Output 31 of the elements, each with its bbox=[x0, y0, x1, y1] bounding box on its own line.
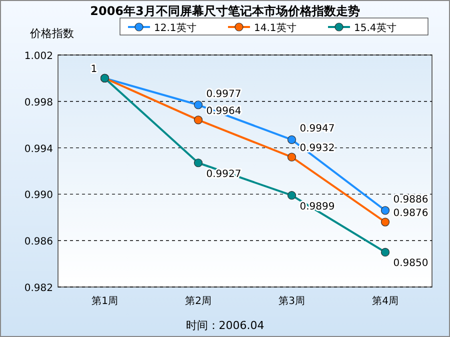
point bbox=[380, 248, 390, 256]
x-tick-label: 第3周 bbox=[278, 295, 305, 307]
point bbox=[194, 158, 203, 168]
data-label: 0.9886 bbox=[393, 194, 428, 206]
data-label: 0.9947 bbox=[300, 124, 335, 135]
chart-title: 2006年3月不同屏幕尺寸笔记本市场价格指数走势 bbox=[90, 4, 360, 18]
text: 时间：2006.04 bbox=[186, 319, 264, 332]
x-tick-label: 第1周 bbox=[92, 295, 118, 307]
x-tick-label: 第4周 bbox=[372, 295, 398, 307]
point bbox=[287, 135, 296, 144]
y-tick-label: 0.986 bbox=[24, 236, 53, 248]
legend-label: 12.1英寸 bbox=[154, 22, 196, 34]
y-tick-label: 0.990 bbox=[24, 190, 53, 202]
data-label: 0.9850 bbox=[393, 258, 428, 270]
data-label: 1 bbox=[90, 64, 98, 76]
point bbox=[380, 218, 390, 226]
y-tick-label: 0.982 bbox=[24, 283, 53, 294]
point bbox=[380, 206, 390, 215]
y-tick-label: 1.002 bbox=[24, 51, 53, 62]
point bbox=[287, 152, 296, 162]
data-label: 0.9977 bbox=[206, 88, 242, 100]
point bbox=[194, 116, 203, 124]
y-axis-title: 价格指数 bbox=[29, 27, 74, 40]
point bbox=[194, 100, 203, 110]
x-tick-label: 第2周 bbox=[185, 295, 212, 307]
y-tick-label: 0.994 bbox=[24, 144, 53, 155]
legend-label: 14.1英寸 bbox=[254, 22, 296, 34]
data-label: 0.9876 bbox=[393, 208, 428, 220]
point bbox=[287, 191, 296, 200]
legend-label: 15.4英寸 bbox=[354, 22, 396, 34]
y-tick-label: 0.998 bbox=[24, 97, 53, 108]
